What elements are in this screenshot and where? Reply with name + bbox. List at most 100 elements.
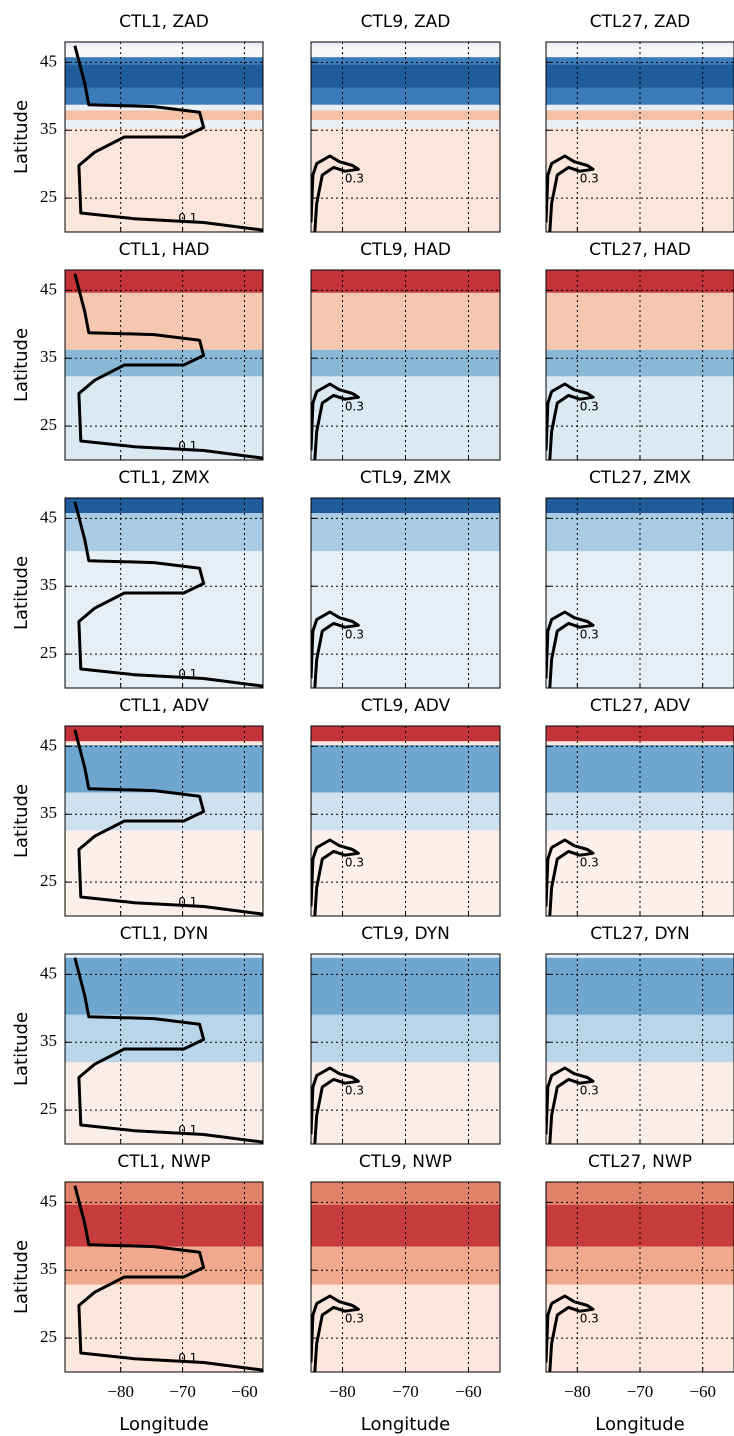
panel	[65, 726, 263, 916]
y-axis-label: Latitude	[11, 1240, 32, 1314]
panel-title: CTL27, HAD	[589, 240, 691, 260]
field	[65, 957, 263, 1015]
contour	[73, 729, 263, 916]
y-tick-label: 35	[40, 1259, 57, 1278]
field	[65, 1014, 263, 1063]
frame	[310, 953, 501, 1145]
frame	[545, 725, 734, 917]
field	[546, 1204, 734, 1247]
field	[546, 726, 734, 742]
y-tick-label: 25	[40, 1327, 57, 1346]
y-tick-label: 35	[40, 119, 57, 138]
x-tick-label: −70	[169, 1382, 196, 1401]
field	[546, 498, 734, 514]
frame	[64, 269, 264, 461]
frame	[310, 269, 501, 461]
x-axis-label: Longitude	[595, 1414, 685, 1435]
x-axis-label: Longitude	[361, 1414, 451, 1435]
contour	[73, 273, 263, 460]
x-tick-label: −80	[107, 1382, 134, 1401]
field	[311, 64, 500, 88]
contour-label: 0.1	[178, 439, 197, 453]
field	[65, 551, 263, 688]
panel-title: CTL27, DYN	[590, 924, 689, 944]
contour-label: 0.1	[178, 211, 197, 225]
panel-title: CTL9, ZAD	[361, 12, 451, 32]
contour-label: 0.3	[580, 1311, 599, 1325]
y-tick-label: 25	[40, 415, 57, 434]
frame	[310, 497, 501, 689]
panel-title: CTL9, HAD	[360, 240, 451, 260]
y-axis-label: Latitude	[11, 328, 32, 402]
y-axis-label: Latitude	[11, 100, 32, 174]
panel-title: CTL1, ZAD	[119, 12, 209, 32]
frame	[64, 1181, 264, 1373]
panel-title: CTL9, DYN	[361, 924, 450, 944]
contour-label: 0.3	[580, 171, 599, 185]
field	[311, 1204, 500, 1247]
panel-title: CTL1, ZMX	[118, 468, 210, 488]
y-axis-label: Latitude	[11, 784, 32, 858]
panel	[65, 270, 263, 460]
field	[546, 349, 734, 377]
contour	[311, 382, 360, 460]
x-tick-label: −60	[231, 1382, 258, 1401]
y-tick-label: 45	[40, 279, 57, 298]
contour-label: 0.3	[345, 855, 364, 869]
contour	[546, 1294, 595, 1372]
contour	[73, 45, 263, 232]
contour	[311, 154, 360, 232]
frame	[64, 41, 264, 233]
contour	[73, 1185, 263, 1372]
panel-title: CTL27, ADV	[590, 696, 691, 716]
x-tick-label: −80	[329, 1382, 356, 1401]
field	[65, 1182, 263, 1205]
field	[65, 745, 263, 793]
y-tick-label: 25	[40, 643, 57, 662]
field	[65, 376, 263, 460]
field	[65, 513, 263, 552]
y-tick-label: 45	[40, 507, 57, 526]
contour-label: 0.3	[580, 855, 599, 869]
contour	[546, 382, 595, 460]
field	[311, 498, 500, 514]
y-tick-label: 35	[40, 1031, 57, 1050]
field	[65, 792, 263, 831]
contour	[73, 957, 263, 1144]
field	[65, 1246, 263, 1285]
field	[65, 1204, 263, 1247]
x-tick-label: −70	[392, 1382, 419, 1401]
field	[65, 127, 263, 232]
x-axis-label: Longitude	[119, 1414, 209, 1435]
contour	[311, 1066, 360, 1144]
contour-label: 0.3	[580, 1083, 599, 1097]
field	[546, 127, 734, 232]
y-tick-label: 25	[40, 1099, 57, 1118]
contour-label: 0.3	[345, 399, 364, 413]
contour-label: 0.3	[345, 1311, 364, 1325]
frame	[545, 41, 734, 233]
contour-label: 0.1	[178, 1351, 197, 1365]
panel-title: CTL1, DYN	[120, 924, 209, 944]
field	[65, 1062, 263, 1144]
field	[65, 110, 263, 120]
contour	[311, 838, 360, 916]
frame	[545, 1181, 734, 1373]
panel-title: CTL9, ADV	[361, 696, 451, 716]
field	[546, 830, 734, 916]
field	[311, 830, 500, 916]
contour	[546, 1066, 595, 1144]
y-tick-label: 25	[40, 187, 57, 206]
panel-title: CTL27, ZAD	[590, 12, 691, 32]
frame	[64, 725, 264, 917]
field	[65, 292, 263, 350]
panel-title: CTL9, NWP	[359, 1152, 452, 1172]
contour-label: 0.3	[580, 399, 599, 413]
frame	[64, 953, 264, 1145]
frame	[545, 953, 734, 1145]
y-tick-label: 45	[40, 963, 57, 982]
panel	[65, 498, 263, 688]
panel-title: CTL1, HAD	[119, 240, 210, 260]
field	[65, 830, 263, 916]
